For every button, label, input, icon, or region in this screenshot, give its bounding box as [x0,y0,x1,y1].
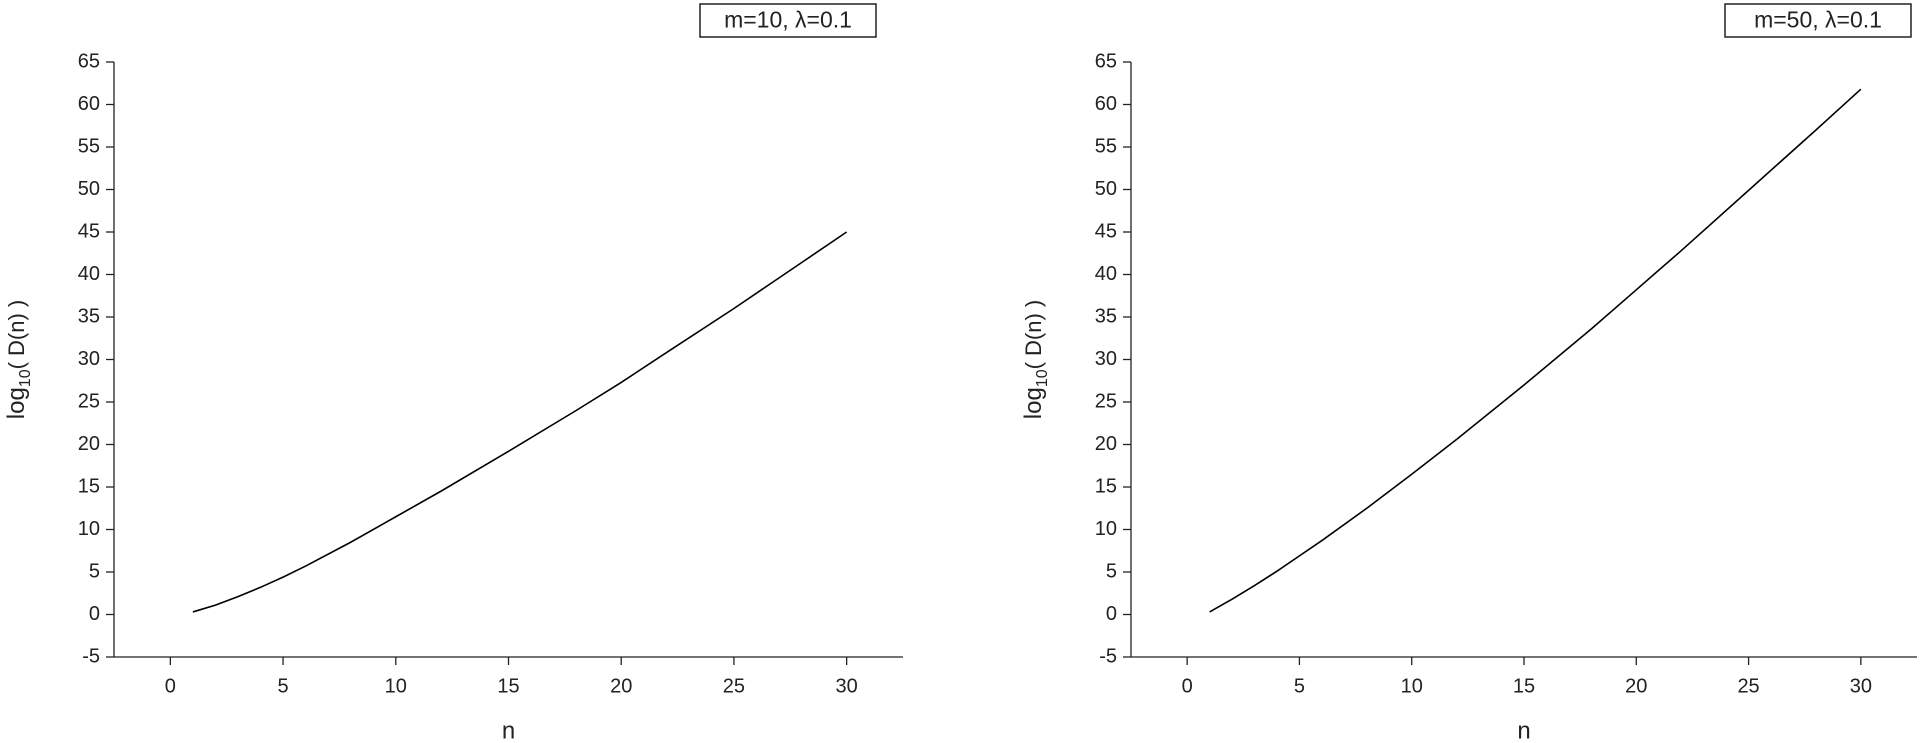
x-tick-label: 20 [1625,675,1647,697]
y-tick-label: 25 [1095,390,1117,412]
y-tick-label: 25 [78,390,100,412]
x-tick-label: 10 [1401,675,1423,697]
x-axis-label: n [502,717,515,743]
y-tick-label: 0 [89,603,100,625]
y-tick-label: 40 [1095,263,1117,285]
y-tick-label: 30 [1095,348,1117,370]
y-tick-label: -5 [82,645,100,667]
y-tick-label: 5 [1106,560,1117,582]
y-axis-label: log10( D(n) ) [1020,300,1051,419]
y-label-subscript: 10 [1034,369,1051,387]
x-tick-label: 5 [1294,675,1305,697]
y-tick-label: 65 [78,50,100,72]
y-tick-label: 50 [78,178,100,200]
y-tick-label: 45 [1095,220,1117,242]
x-tick-label: 30 [836,675,858,697]
annotation-box [699,3,877,38]
y-label-base: log [3,387,30,419]
x-tick-label: 5 [278,675,289,697]
annotation-box [1724,3,1912,38]
y-tick-label: 20 [78,433,100,455]
x-tick-label: 10 [385,675,407,697]
y-tick-label: 15 [78,475,100,497]
y-axis-label: log10( D(n) ) [3,300,34,419]
annotation: m=50, λ=0.1 [1754,7,1882,33]
y-label-argument: ( D(n) ) [1021,300,1046,370]
y-tick-label: 10 [78,518,100,540]
y-tick-label: 30 [78,348,100,370]
y-tick-label: -5 [1099,645,1117,667]
x-tick-label: 15 [1513,675,1535,697]
y-label-subscript: 10 [17,369,34,387]
y-tick-label: 65 [1095,50,1117,72]
y-tick-label: 20 [1095,433,1117,455]
y-tick-label: 35 [1095,305,1117,327]
y-tick-label: 35 [78,305,100,327]
x-tick-label: 0 [165,675,176,697]
y-tick-label: 10 [1095,518,1117,540]
x-axis-label: n [1517,717,1530,743]
annotation: m=10, λ=0.1 [724,7,852,33]
y-label-base: log [1020,387,1047,419]
x-tick-label: 0 [1182,675,1193,697]
x-tick-label: 30 [1850,675,1872,697]
y-tick-label: 50 [1095,178,1117,200]
y-tick-label: 55 [1095,135,1117,157]
y-tick-label: 55 [78,135,100,157]
y-tick-label: 60 [78,93,100,115]
y-tick-label: 5 [89,560,100,582]
data-line [192,231,848,613]
y-tick-label: 45 [78,220,100,242]
y-label-argument: ( D(n) ) [4,300,29,370]
x-tick-label: 25 [723,675,745,697]
x-tick-label: 20 [610,675,632,697]
y-tick-label: 40 [78,263,100,285]
data-line [1209,88,1862,613]
y-tick-label: 15 [1095,475,1117,497]
x-tick-label: 15 [497,675,519,697]
y-tick-label: 0 [1106,603,1117,625]
x-tick-label: 25 [1737,675,1759,697]
chart: -5 0 5 10 15 20 25 30 35 40 45 50 55 60 65 0 5 10 15 20 25 30… [3,3,903,743]
chart: -5 0 5 10 15 20 25 30 35 40 45 50 55 60 65 0 5 10 15 20 25 30… [1020,3,1917,743]
y-tick-label: 60 [1095,93,1117,115]
